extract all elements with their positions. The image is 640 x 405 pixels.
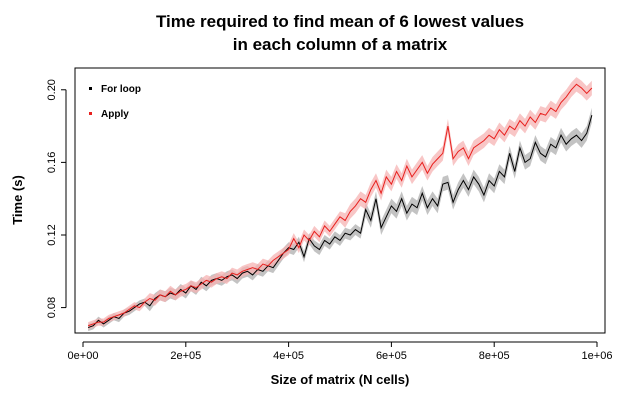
y-tick-label: 0.08 [46, 297, 58, 318]
legend-label: Apply [101, 109, 129, 120]
chart-title-line2: in each column of a matrix [233, 35, 448, 54]
series-band-1 [88, 77, 592, 330]
legend-marker [89, 112, 92, 115]
x-axis: 0e+00 2e+05 4e+05 6e+05 8e+05 1e+06 [68, 341, 613, 362]
series-layer [87, 77, 593, 332]
x-tick-label: 0e+00 [68, 350, 99, 362]
x-tick-label: 2e+05 [170, 350, 201, 362]
legend-marker [89, 87, 92, 90]
legend-label: For loop [101, 84, 141, 95]
y-tick-label: 0.12 [46, 224, 58, 245]
chart-title-line1: Time required to find mean of 6 lowest v… [156, 12, 524, 31]
series-line-0 [87, 115, 593, 329]
plot-area-frame [74, 67, 606, 334]
x-tick-label: 6e+05 [376, 350, 407, 362]
y-tick-label: 0.20 [46, 79, 58, 100]
y-tick-label: 0.16 [46, 152, 58, 173]
legend: For loop Apply [89, 84, 141, 120]
x-axis-label: Size of matrix (N cells) [271, 372, 410, 387]
y-axis: 0.08 0.12 0.16 0.20 [46, 79, 67, 318]
series-line-1 [87, 83, 593, 327]
y-axis-label: Time (s) [10, 175, 25, 225]
x-tick-label: 1e+06 [582, 350, 613, 362]
x-tick-label: 8e+05 [479, 350, 510, 362]
x-tick-label: 4e+05 [273, 350, 304, 362]
